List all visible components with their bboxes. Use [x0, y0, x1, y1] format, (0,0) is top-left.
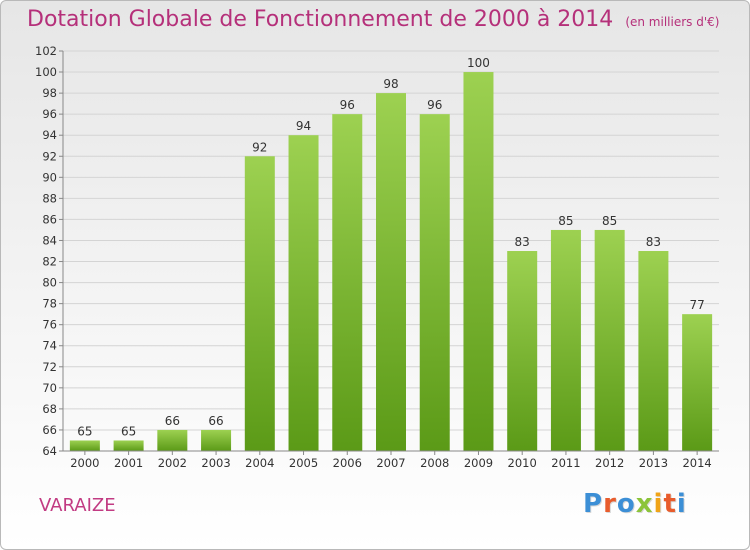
y-tick-label: 80	[42, 276, 57, 290]
x-tick-label: 2002	[158, 456, 187, 470]
data-label: 96	[427, 98, 442, 112]
y-tick-label: 84	[42, 233, 57, 247]
bar	[550, 229, 581, 451]
y-tick-label: 72	[42, 360, 57, 374]
data-label: 85	[558, 214, 573, 228]
bar	[376, 93, 406, 452]
data-label: 65	[121, 424, 136, 438]
x-tick-label: 2004	[245, 456, 274, 470]
logo-letter: i	[676, 489, 687, 519]
bar	[419, 114, 450, 451]
bar	[507, 251, 538, 451]
x-tick-label: 2013	[639, 456, 668, 470]
bar	[157, 429, 188, 451]
x-tick-label: 2011	[551, 456, 580, 470]
bar	[638, 251, 669, 451]
chart-title-text: Dotation Globale de Fonctionnement de 20…	[27, 7, 614, 32]
data-label: 94	[296, 119, 311, 133]
x-tick-label: 2000	[70, 456, 99, 470]
y-tick-label: 98	[42, 86, 57, 100]
bar	[288, 135, 319, 452]
data-label: 100	[467, 56, 490, 70]
y-tick-label: 82	[42, 255, 57, 269]
bar	[682, 314, 713, 451]
x-tick-label: 2008	[420, 456, 449, 470]
bar	[594, 229, 625, 451]
proxiti-logo[interactable]: Proxiti	[583, 489, 687, 519]
y-tick-label: 78	[42, 297, 57, 311]
y-tick-label: 74	[42, 339, 57, 353]
data-label: 83	[515, 235, 530, 249]
data-label: 77	[689, 298, 704, 312]
logo-letter: P	[583, 489, 604, 519]
logo-letter: r	[603, 489, 617, 519]
logo-letter: i	[653, 489, 664, 519]
y-tick-label: 94	[42, 128, 57, 142]
data-label: 92	[252, 140, 267, 154]
logo-letter: x	[635, 489, 654, 519]
bars	[69, 72, 713, 452]
y-tick-label: 88	[42, 191, 57, 205]
logo-letter: t	[663, 489, 677, 519]
x-tick-label: 2005	[289, 456, 318, 470]
data-label: 65	[77, 424, 92, 438]
x-tick-label: 2006	[333, 456, 362, 470]
bar	[201, 429, 232, 451]
x-tick-label: 2012	[595, 456, 624, 470]
x-tick-label: 2003	[201, 456, 230, 470]
axes	[59, 50, 719, 455]
y-tick-label: 92	[42, 149, 57, 163]
data-label: 83	[646, 235, 661, 249]
y-tick-label: 64	[42, 444, 57, 458]
commune-name: VARAIZE	[39, 495, 116, 516]
chart-title: Dotation Globale de Fonctionnement de 20…	[27, 7, 719, 32]
data-labels: 65 65 66 66 92 94 96 98 96 100 83 85 85 83 77	[77, 56, 705, 438]
y-tick-label: 102	[35, 44, 57, 58]
y-tick-label: 86	[42, 212, 57, 226]
logo-letter: o	[616, 489, 636, 519]
data-label: 96	[340, 98, 355, 112]
x-tick-labels: 2000 2001 2002 2003 2004 2005 2006 2007 2008 2009…	[70, 456, 712, 470]
x-tick-label: 2001	[114, 456, 143, 470]
data-label: 66	[208, 414, 223, 428]
data-label: 66	[165, 414, 180, 428]
x-tick-label: 2007	[376, 456, 405, 470]
y-tick-label: 66	[42, 423, 57, 437]
chart-subtitle: (en milliers d'€)	[625, 15, 720, 29]
y-tick-label: 76	[42, 318, 57, 332]
bar	[463, 72, 494, 451]
bar	[332, 114, 363, 451]
y-tick-labels: 64 66 68 70 72 74 76 78 80 82 84 86 88 90 92 94 96 98 100 1…	[35, 44, 57, 458]
y-tick-label: 70	[42, 381, 57, 395]
x-tick-label: 2010	[508, 456, 537, 470]
bar	[113, 440, 144, 451]
bar	[69, 440, 100, 451]
y-tick-label: 96	[42, 107, 57, 121]
data-label: 85	[602, 214, 617, 228]
y-tick-label: 90	[42, 170, 57, 184]
data-label: 98	[383, 77, 398, 91]
x-tick-label: 2014	[682, 456, 711, 470]
x-tick-label: 2009	[464, 456, 493, 470]
y-tick-label: 68	[42, 402, 57, 416]
bar	[244, 156, 275, 451]
y-tick-label: 100	[35, 65, 57, 79]
